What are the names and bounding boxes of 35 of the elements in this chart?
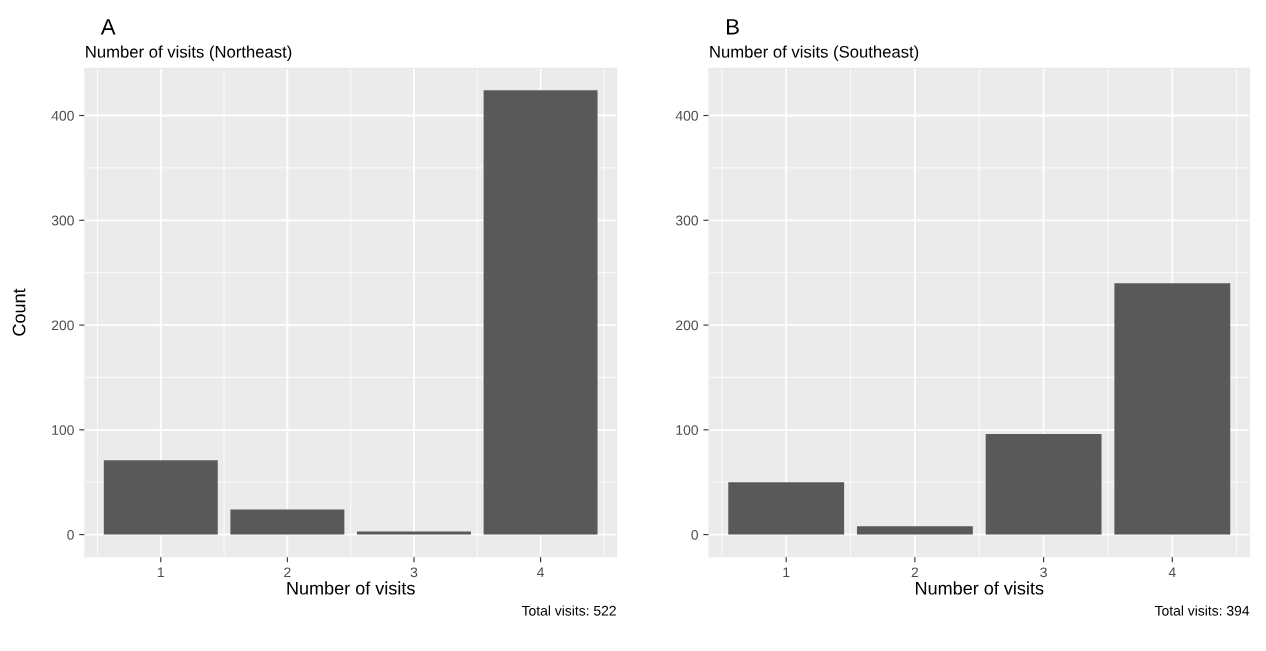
bar <box>230 509 345 535</box>
x-tick-label: 1 <box>157 567 164 578</box>
bar <box>985 434 1102 535</box>
x-axis-title: Number of visits <box>287 581 415 595</box>
x-axis-title: Number of visits <box>916 581 1044 595</box>
y-tick-label: 200 <box>51 320 74 331</box>
y-tick-label: 0 <box>67 529 74 540</box>
x-tick-label: 2 <box>284 567 291 578</box>
y-tick-label: 400 <box>51 110 74 121</box>
bar <box>856 526 973 535</box>
y-tick-label: 200 <box>676 320 698 331</box>
bar <box>103 460 218 535</box>
chart-subtitle: Number of visits (Southeast) <box>710 45 919 62</box>
x-tick-label: 2 <box>911 567 919 578</box>
x-tick-label: 1 <box>783 567 790 578</box>
y-tick-label: 300 <box>51 215 74 226</box>
text: Total visits: 522 <box>521 605 616 616</box>
bar <box>728 482 845 535</box>
chart-subtitle: Number of visits (Northeast) <box>86 45 292 62</box>
y-tick-label: 100 <box>676 425 698 435</box>
y-axis-title: Count <box>12 288 26 336</box>
bar <box>1114 283 1231 535</box>
y-tick-label: 300 <box>675 215 698 226</box>
text: Total visits: 394 <box>1154 605 1250 616</box>
y-tick-label: 0 <box>691 529 698 540</box>
x-tick-label: 3 <box>410 567 418 578</box>
chart-title: B <box>727 19 739 35</box>
bar <box>483 90 598 535</box>
x-tick-label: 3 <box>1040 567 1047 578</box>
x-tick-label: 4 <box>1168 567 1176 578</box>
y-tick-label: 100 <box>52 425 74 435</box>
x-tick-label: 4 <box>537 567 545 578</box>
chart-title: A <box>100 19 116 35</box>
bar <box>357 531 471 535</box>
y-tick-label: 400 <box>675 110 698 121</box>
